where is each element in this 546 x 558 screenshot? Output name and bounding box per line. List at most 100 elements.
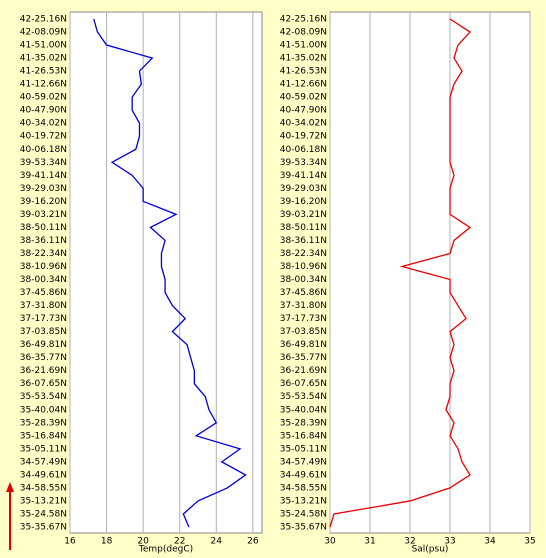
y-tick-label: 35-16.84N: [20, 431, 67, 441]
y-tick-label: 39-29.03N: [20, 184, 67, 194]
y-tick-label: 41-12.66N: [280, 80, 327, 90]
y-tick-label: 42-25.16N: [280, 15, 327, 25]
x-tick-label: 20: [137, 537, 149, 547]
y-tick-label: 35-28.39N: [280, 418, 327, 428]
y-tick-label: 38-22.34N: [20, 249, 67, 259]
y-tick-label: 37-17.73N: [20, 314, 67, 324]
y-tick-label: 35-16.84N: [280, 431, 327, 441]
y-tick-label: 40-34.02N: [20, 119, 67, 129]
y-tick-label: 34-58.55N: [280, 483, 327, 493]
arrow-head: [6, 482, 14, 492]
y-tick-label: 37-17.73N: [280, 314, 327, 324]
y-tick-label: 40-06.18N: [280, 145, 327, 155]
y-tick-label: 37-03.85N: [20, 327, 67, 337]
y-tick-label: 35-35.67N: [20, 523, 67, 533]
y-tick-label: 34-57.49N: [20, 457, 67, 467]
y-tick-label: 35-05.11N: [20, 444, 67, 454]
y-tick-label: 39-53.34N: [20, 158, 67, 168]
y-tick-label: 35-40.04N: [20, 405, 67, 415]
y-tick-label: 38-36.11N: [280, 236, 327, 246]
x-tick-label: 35: [524, 537, 535, 547]
x-tick-label: 32: [404, 537, 415, 547]
y-tick-label: 36-07.65N: [280, 379, 327, 389]
y-tick-label: 39-03.21N: [20, 210, 67, 220]
y-tick-label: 36-49.81N: [280, 340, 327, 350]
y-tick-label: 36-49.81N: [20, 340, 67, 350]
y-tick-label: 35-24.58N: [280, 509, 327, 519]
y-tick-label: 36-21.69N: [280, 366, 327, 376]
y-tick-label: 41-26.53N: [20, 67, 67, 77]
y-tick-label: 35-53.54N: [20, 392, 67, 402]
y-tick-label: 35-13.21N: [280, 496, 327, 506]
y-tick-label: 36-35.77N: [280, 353, 327, 363]
y-tick-label: 36-35.77N: [20, 353, 67, 363]
y-tick-label: 34-58.55N: [20, 483, 67, 493]
y-tick-label: 40-19.72N: [20, 132, 67, 142]
y-tick-label: 34-49.61N: [20, 470, 67, 480]
y-tick-label: 38-50.11N: [280, 223, 327, 233]
y-tick-label: 39-41.14N: [280, 171, 327, 181]
y-tick-label: 38-10.96N: [280, 262, 327, 272]
y-tick-label: 39-03.21N: [280, 210, 327, 220]
y-tick-label: 37-31.80N: [20, 301, 67, 311]
x-axis-label: Sal(psu): [412, 545, 449, 555]
y-tick-label: 41-51.00N: [280, 41, 327, 51]
y-tick-label: 35-28.39N: [20, 418, 67, 428]
y-tick-label: 41-51.00N: [20, 41, 67, 51]
y-tick-label: 38-22.34N: [280, 249, 327, 259]
x-tick-label: 33: [444, 537, 455, 547]
y-tick-label: 40-19.72N: [280, 132, 327, 142]
y-tick-label: 40-59.02N: [20, 93, 67, 103]
y-tick-label: 37-31.80N: [280, 301, 327, 311]
y-tick-label: 35-24.58N: [20, 509, 67, 519]
y-tick-label: 36-07.65N: [20, 379, 67, 389]
y-tick-label: 35-35.67N: [280, 523, 327, 533]
x-tick-label: 26: [247, 537, 259, 547]
x-tick-label: 30: [324, 537, 336, 547]
y-tick-label: 42-08.09N: [280, 28, 327, 38]
y-tick-label: 41-35.02N: [20, 54, 67, 64]
y-tick-label: 40-47.90N: [280, 106, 327, 116]
y-tick-label: 37-45.86N: [280, 288, 327, 298]
x-tick-label: 18: [101, 537, 113, 547]
plot-area: [329, 11, 531, 534]
x-tick-label: 31: [364, 537, 375, 547]
y-tick-label: 38-10.96N: [20, 262, 67, 272]
y-tick-label: 39-16.20N: [20, 197, 67, 207]
y-tick-label: 38-36.11N: [20, 236, 67, 246]
y-tick-label: 42-08.09N: [20, 28, 67, 38]
y-tick-label: 35-05.11N: [280, 444, 327, 454]
y-tick-label: 34-49.61N: [280, 470, 327, 480]
y-tick-label: 42-25.16N: [20, 15, 67, 25]
x-tick-label: 34: [484, 537, 496, 547]
y-tick-label: 37-45.86N: [20, 288, 67, 298]
y-tick-label: 39-53.34N: [280, 158, 327, 168]
x-tick-label: 16: [64, 537, 76, 547]
y-tick-label: 40-34.02N: [280, 119, 327, 129]
y-tick-label: 41-12.66N: [20, 80, 67, 90]
x-axis-label: Temp(degC): [138, 545, 193, 555]
x-tick-label: 24: [211, 537, 223, 547]
y-tick-label: 40-06.18N: [20, 145, 67, 155]
y-tick-label: 38-00.34N: [280, 275, 327, 285]
y-tick-label: 38-00.34N: [20, 275, 67, 285]
y-tick-label: 41-35.02N: [280, 54, 327, 64]
y-tick-label: 39-16.20N: [280, 197, 327, 207]
y-tick-label: 37-03.85N: [280, 327, 327, 337]
y-tick-label: 36-21.69N: [20, 366, 67, 376]
y-tick-label: 41-26.53N: [280, 67, 327, 77]
series-line: [93, 18, 247, 528]
y-tick-label: 35-13.21N: [20, 496, 67, 506]
y-tick-label: 38-50.11N: [20, 223, 67, 233]
y-tick-label: 34-57.49N: [280, 457, 327, 467]
y-tick-label: 35-53.54N: [280, 392, 327, 402]
x-tick-label: 22: [174, 537, 185, 547]
plot-area: [69, 11, 263, 534]
y-tick-label: 39-29.03N: [280, 184, 327, 194]
y-tick-label: 35-40.04N: [280, 405, 327, 415]
y-tick-label: 40-59.02N: [280, 93, 327, 103]
series-line: [329, 18, 472, 528]
y-tick-label: 40-47.90N: [20, 106, 67, 116]
